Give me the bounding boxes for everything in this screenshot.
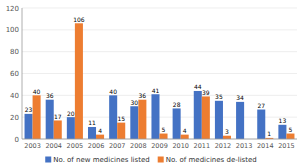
data-label: 13: [279, 117, 287, 124]
chart: 0204060801001202336201140304128443534271…: [0, 0, 302, 167]
bars: [25, 23, 295, 139]
y-tick-label: 80: [10, 48, 19, 56]
legend-label: No. of new medicines listed: [53, 156, 149, 164]
x-tick-label: 2009: [151, 142, 168, 150]
data-label: 36: [139, 92, 147, 99]
data-label: 40: [33, 88, 41, 95]
legend-item: No. of new medicines listed: [45, 156, 149, 164]
x-tick-label: 2010: [172, 142, 189, 150]
x-tick-label: 2005: [67, 142, 84, 150]
bar: [194, 91, 202, 139]
x-tick-label: 2011: [194, 142, 211, 150]
grid-line: [22, 29, 297, 30]
grid-line: [22, 73, 297, 74]
bar: [25, 114, 33, 139]
data-label: 20: [67, 110, 75, 117]
legend-swatch: [45, 157, 51, 163]
grid: [22, 8, 297, 139]
bar: [223, 136, 231, 139]
bar: [236, 102, 244, 139]
x-axis: [22, 139, 297, 140]
bar: [46, 100, 54, 139]
x-tick-label: 2015: [278, 142, 295, 150]
data-labels: 2336201140304128443534271340171064153654…: [25, 16, 293, 138]
grid-line: [22, 8, 297, 9]
data-label: 106: [73, 16, 85, 23]
bar: [117, 123, 125, 139]
bar: [88, 127, 96, 139]
data-label: 4: [98, 127, 102, 134]
data-label: 36: [46, 92, 54, 99]
bar: [33, 95, 41, 139]
bar: [181, 135, 189, 139]
bar: [96, 135, 104, 139]
bar: [173, 108, 181, 139]
bar: [286, 134, 294, 139]
legend: No. of new medicines listed No. of medici…: [45, 156, 257, 164]
data-label: 30: [131, 99, 139, 106]
bar: [138, 100, 146, 139]
legend-swatch: [158, 157, 164, 163]
data-label: 4: [183, 127, 187, 134]
y-tick-label: 120: [6, 5, 19, 13]
bar: [278, 125, 286, 139]
grid-line: [22, 51, 297, 52]
x-tick-label: 2006: [88, 142, 105, 150]
bar: [67, 117, 75, 139]
bar: [160, 134, 168, 139]
y-tick-label: 60: [10, 70, 19, 78]
bar: [109, 95, 117, 139]
data-label: 5: [289, 126, 293, 133]
grid-line: [22, 139, 297, 140]
legend-item: No. of medicines de-listed: [158, 156, 257, 164]
x-tick-label: 2008: [130, 142, 147, 150]
y-axis: [22, 8, 23, 139]
data-label: 23: [25, 106, 33, 113]
y-tick-label: 40: [10, 92, 19, 100]
bar: [75, 23, 83, 139]
bar: [130, 106, 138, 139]
y-tick-label: 0: [15, 136, 19, 144]
x-tick-label: 2007: [109, 142, 126, 150]
x-tick-label: 2003: [24, 142, 41, 150]
x-tick-label: 2014: [257, 142, 274, 150]
legend-label: No. of medicines de-listed: [166, 156, 257, 164]
x-tick-label: 2013: [236, 142, 253, 150]
data-label: 17: [54, 113, 62, 120]
data-label: 27: [257, 102, 265, 109]
bar: [257, 110, 265, 139]
bar: [151, 94, 159, 139]
data-label: 1: [267, 130, 271, 137]
data-label: 5: [162, 126, 166, 133]
bar: [202, 96, 210, 139]
data-label: 11: [88, 119, 96, 126]
x-tick-label: 2004: [45, 142, 62, 150]
y-tick-label: 100: [6, 26, 19, 34]
data-label: 34: [236, 94, 244, 101]
data-label: 40: [109, 88, 117, 95]
data-label: 41: [152, 87, 160, 94]
data-label: 39: [202, 89, 210, 96]
data-label: 3: [225, 128, 229, 135]
data-label: 15: [117, 115, 125, 122]
bar: [215, 101, 223, 139]
data-label: 35: [215, 93, 223, 100]
data-label: 44: [194, 83, 202, 90]
data-label: 28: [173, 101, 181, 108]
y-tick-label: 20: [10, 114, 19, 122]
bar: [54, 120, 62, 139]
x-tick-label: 2012: [215, 142, 232, 150]
